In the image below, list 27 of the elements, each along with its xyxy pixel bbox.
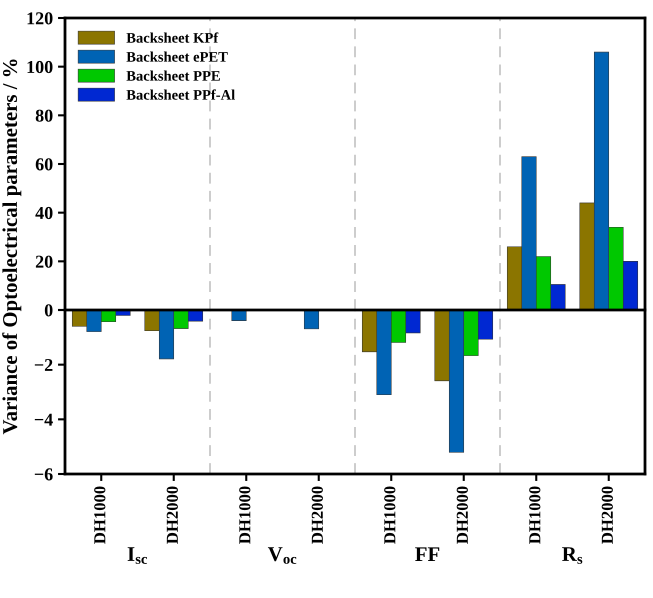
- y-axis-title: Variance of Optoelectrical parameters / %: [2, 59, 22, 434]
- y-tick-label: −4: [34, 414, 53, 426]
- x-tick-label: DH2000: [312, 486, 323, 544]
- x-tick-label: DH1000: [94, 486, 106, 544]
- y-tick-label: 0: [44, 304, 53, 316]
- text: V$_{oc}$: [268, 547, 296, 564]
- x-tick-label: DH2000: [602, 486, 613, 544]
- x-tick-label: DH2000: [456, 486, 468, 544]
- y-tick-label: 40: [35, 206, 53, 220]
- text: I$_{sc}$: [128, 547, 148, 564]
- x-tick-label: DH1000: [239, 486, 250, 544]
- y-tick-label: 60: [36, 158, 53, 170]
- legend-label: Backsheet PPf-Al: [126, 89, 235, 100]
- y-tick-label: −2: [34, 358, 52, 371]
- x-tick-label: DH1000: [529, 486, 540, 544]
- y-tick-label: 100: [28, 60, 53, 74]
- y-tick-label: 120: [28, 12, 53, 24]
- y-tick-label: −6: [34, 468, 53, 480]
- text: FF: [415, 547, 440, 562]
- x-tick-label: DH2000: [166, 486, 178, 544]
- legend-label: Backsheet KPf: [126, 32, 218, 43]
- x-tick-label: DH1000: [384, 486, 396, 544]
- legend-label: Backsheet PPE: [126, 70, 220, 81]
- y-tick-label: 20: [36, 256, 53, 268]
- legend-label: Backsheet ePET: [126, 52, 228, 62]
- y-tick-label: 80: [36, 110, 53, 122]
- text: R$_{s}$: [562, 547, 582, 564]
